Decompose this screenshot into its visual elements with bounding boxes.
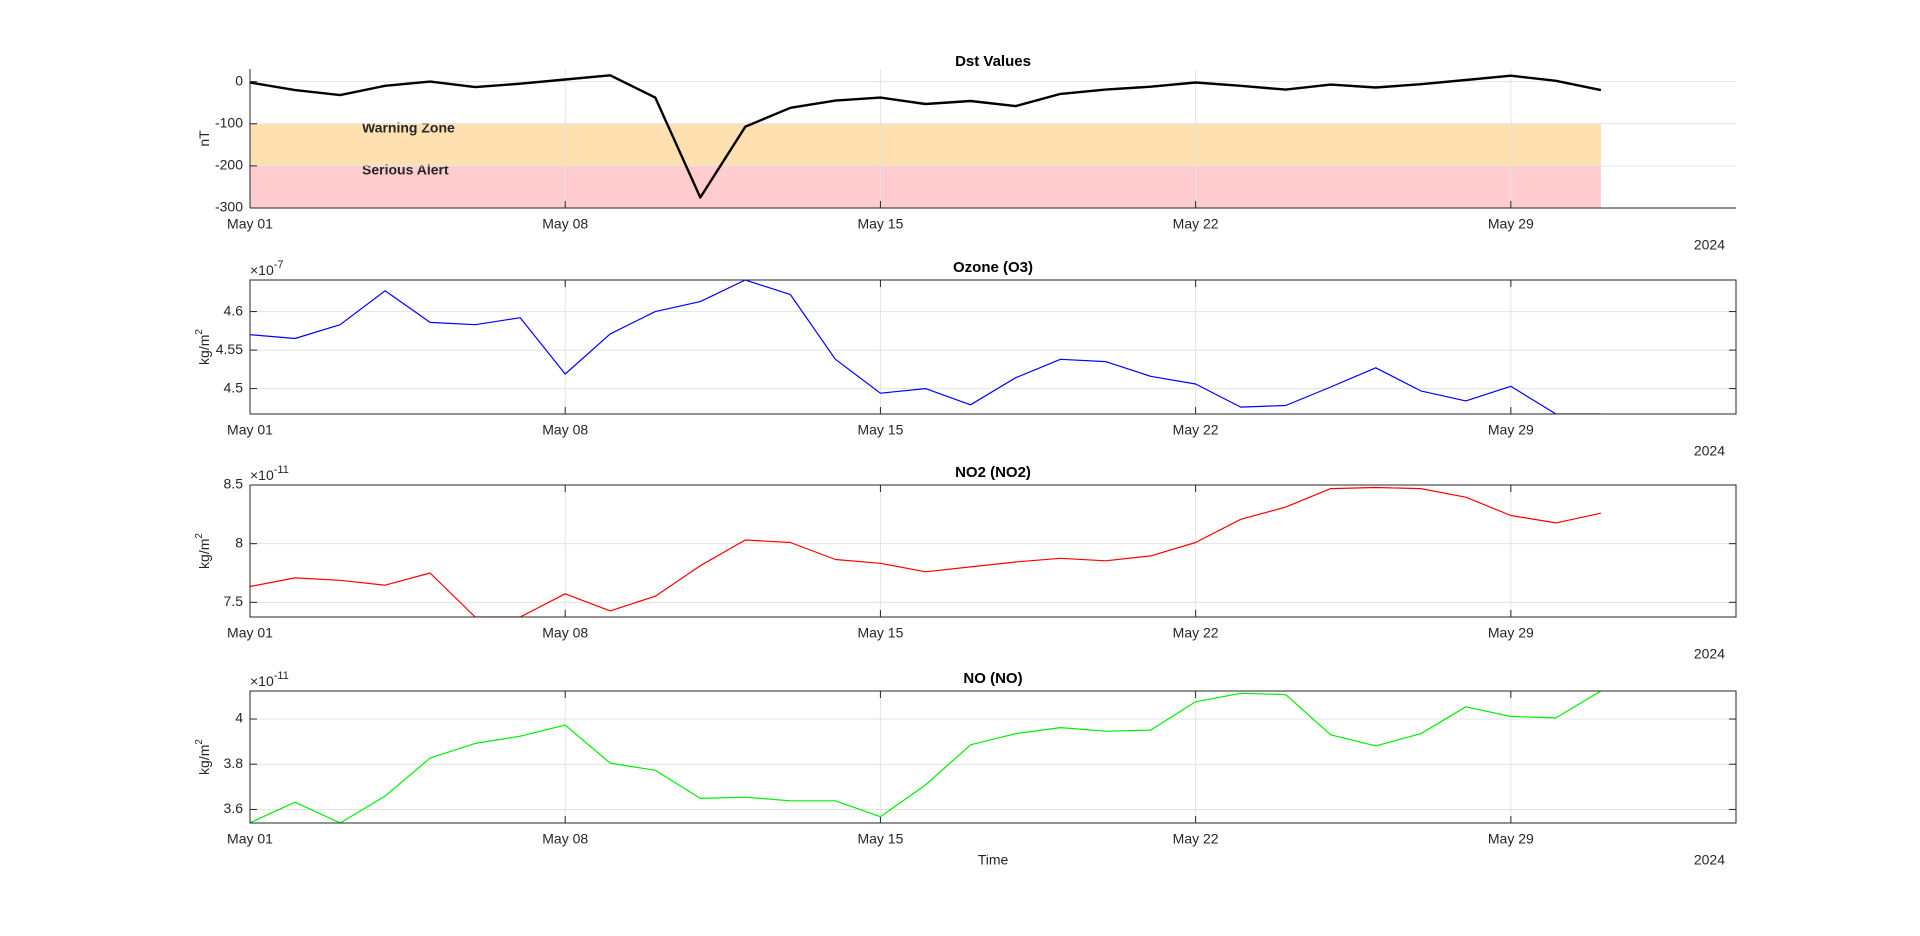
data-line	[250, 74, 1602, 199]
zone-label: Serious Alert	[362, 162, 449, 178]
y-multiplier: ×10-7	[250, 259, 284, 278]
x-tick-label: May 15	[857, 831, 903, 847]
year-label: 2024	[1694, 237, 1725, 253]
x-tick-label: May 22	[1173, 831, 1219, 847]
y-tick-label: 4.6	[224, 302, 244, 318]
x-tick-label: May 29	[1488, 422, 1534, 438]
chart-title: Dst Values	[955, 53, 1031, 70]
data-line	[250, 691, 1602, 823]
axes-box	[249, 484, 1737, 618]
x-tick-label: May 22	[1173, 422, 1219, 438]
zone-band	[250, 165, 1601, 208]
y-label: kg/m2	[194, 739, 212, 775]
y-label-sup: 2	[194, 739, 205, 745]
x-tick-label: May 08	[542, 831, 588, 847]
y-label: kg/m2	[194, 329, 212, 365]
year-label: 2024	[1694, 646, 1725, 662]
x-label: Time	[978, 852, 1009, 868]
year-label: 2024	[1694, 443, 1725, 459]
y-label-sup: 2	[194, 533, 205, 539]
y-label-text: kg/m	[196, 335, 212, 365]
x-tick-label: May 08	[542, 216, 588, 232]
y-multiplier-base: ×10	[250, 467, 274, 483]
x-tick-label: May 22	[1173, 625, 1219, 641]
year-label: 2024	[1694, 852, 1725, 868]
x-tick-label: May 29	[1488, 216, 1534, 232]
y-tick-label: 7.5	[224, 593, 244, 609]
y-tick-label: 4.55	[216, 341, 243, 357]
x-tick-label: May 08	[542, 625, 588, 641]
y-tick-label: -200	[215, 157, 243, 173]
x-tick-label: May 01	[227, 831, 273, 847]
y-label: kg/m2	[194, 533, 212, 569]
data-line	[250, 486, 1602, 617]
y-multiplier: ×10-11	[250, 670, 289, 689]
y-tick-label: 8	[235, 534, 243, 550]
zone-band	[250, 123, 1601, 166]
y-multiplier: ×10-11	[250, 464, 289, 483]
y-tick-label: 8.5	[224, 476, 244, 492]
y-multiplier-base: ×10	[250, 673, 274, 689]
y-multiplier-exp: -7	[274, 259, 284, 271]
chart-title: NO2 (NO2)	[955, 464, 1031, 481]
axes-box	[249, 690, 1737, 824]
x-tick-label: May 08	[542, 422, 588, 438]
x-tick-label: May 01	[227, 216, 273, 232]
y-label-sup: 2	[194, 329, 205, 335]
x-tick-label: May 29	[1488, 625, 1534, 641]
y-tick-label: -100	[215, 114, 243, 130]
y-multiplier-base: ×10	[250, 262, 274, 278]
data-line	[250, 280, 1601, 414]
x-tick-label: May 29	[1488, 831, 1534, 847]
chart-title: Ozone (O3)	[953, 259, 1033, 276]
y-label-text: kg/m	[196, 539, 212, 569]
y-tick-label: 0	[235, 72, 243, 88]
y-label-text: kg/m	[196, 745, 212, 775]
y-tick-label: 3.6	[224, 800, 244, 816]
x-tick-label: May 22	[1173, 216, 1219, 232]
y-multiplier-exp: -11	[274, 670, 289, 682]
y-label: nT	[196, 130, 212, 147]
y-tick-label: -300	[215, 199, 243, 215]
y-tick-label: 4	[235, 710, 243, 726]
x-tick-label: May 15	[857, 625, 903, 641]
zone-label: Warning Zone	[362, 119, 455, 135]
x-tick-label: May 15	[857, 216, 903, 232]
y-tick-label: 3.8	[224, 755, 244, 771]
chart-title: NO (NO)	[963, 670, 1022, 687]
y-multiplier-exp: -11	[274, 464, 289, 476]
axes-box	[249, 279, 1737, 415]
x-tick-label: May 15	[857, 422, 903, 438]
y-label-text: nT	[196, 130, 212, 147]
x-tick-label: May 01	[227, 422, 273, 438]
y-tick-label: 4.5	[224, 379, 244, 395]
x-tick-label: May 01	[227, 625, 273, 641]
